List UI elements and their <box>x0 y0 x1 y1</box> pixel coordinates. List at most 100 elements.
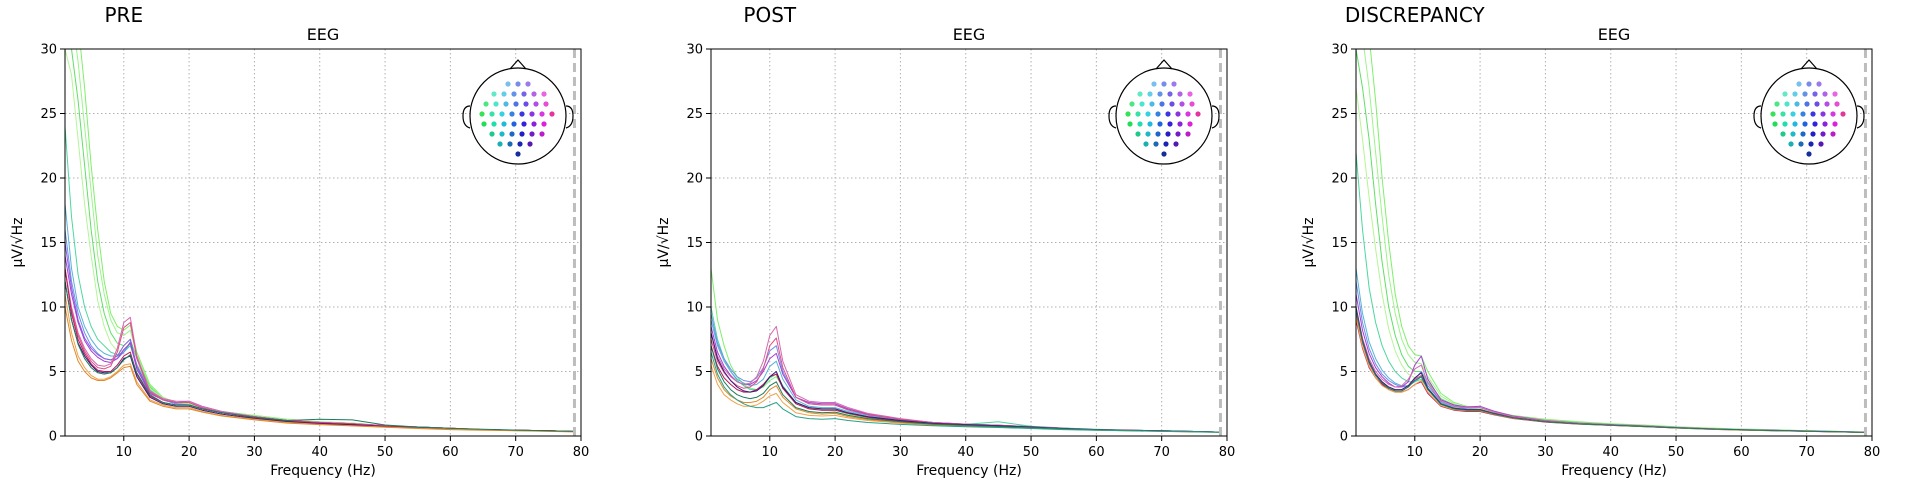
sensor-dot <box>1137 91 1143 97</box>
y-tick-label: 30 <box>40 43 57 58</box>
series-line <box>1369 49 1866 433</box>
series-line <box>1356 313 1866 433</box>
series-group <box>711 268 1221 433</box>
sensor-dot <box>1177 91 1183 97</box>
series-line <box>1356 319 1866 433</box>
sensor-dot <box>497 141 503 147</box>
sensor-dot <box>1167 91 1173 97</box>
sensor-dot <box>515 81 521 87</box>
sensor-dot <box>1792 121 1798 127</box>
x-tick-label: 30 <box>1537 445 1554 460</box>
sensor-dot <box>1790 111 1796 117</box>
y-tick-label: 15 <box>686 236 703 251</box>
sensor-dot <box>489 111 495 117</box>
sensor-dot <box>1814 101 1820 107</box>
series-line <box>1356 309 1866 433</box>
x-axis-label: Frequency (Hz) <box>270 463 376 479</box>
series-group <box>1356 49 1866 433</box>
x-tick-label: 60 <box>1733 445 1750 460</box>
sensor-dot <box>1127 121 1133 127</box>
head-ear-right <box>1211 105 1220 129</box>
head-nose <box>509 59 527 70</box>
sensor-dot <box>543 101 549 107</box>
panel-title: PRE <box>104 3 143 27</box>
sensor-dot <box>1161 81 1167 87</box>
sensor-dot <box>1782 91 1788 97</box>
sensor-dot <box>527 141 533 147</box>
sensor-dot <box>1796 81 1802 87</box>
sensor-dot <box>1834 101 1840 107</box>
sensor-dot <box>1780 131 1786 137</box>
sensor-dot <box>549 111 555 117</box>
panel-title: POST <box>743 3 796 27</box>
x-tick-label: 70 <box>507 445 524 460</box>
sensor-dot <box>1794 101 1800 107</box>
sensor-dot <box>1800 131 1806 137</box>
sensor-dot <box>1804 101 1810 107</box>
x-tick-label: 40 <box>1602 445 1619 460</box>
sensor-dot <box>499 111 505 117</box>
sensor-dot <box>1169 101 1175 107</box>
sensor-dot <box>1155 131 1161 137</box>
series-line <box>75 49 575 432</box>
sensor-dot <box>1822 121 1828 127</box>
y-axis-label: µV/√Hz <box>656 218 672 268</box>
sensor-dot <box>1137 121 1143 127</box>
sensor-dot <box>503 101 509 107</box>
y-tick-label: 15 <box>1331 236 1348 251</box>
sensor-dot <box>1161 151 1167 157</box>
sensor-dot <box>1830 111 1836 117</box>
y-tick-label: 30 <box>1331 43 1348 58</box>
sensor-dot <box>1157 121 1163 127</box>
x-tick-label: 10 <box>1407 445 1424 460</box>
y-tick-label: 5 <box>49 365 57 380</box>
x-tick-label: 20 <box>181 445 198 460</box>
sensor-dot <box>533 101 539 107</box>
sensor-dot <box>1820 111 1826 117</box>
sensor-dot <box>513 101 519 107</box>
y-tick-label: 30 <box>686 43 703 58</box>
x-tick-label: 30 <box>892 445 909 460</box>
sensor-dot <box>1185 131 1191 137</box>
y-tick-label: 20 <box>1331 172 1348 187</box>
sensor-dot <box>511 121 517 127</box>
x-tick-label: 80 <box>1864 445 1881 460</box>
sensor-dot <box>1167 121 1173 127</box>
sensor-dot <box>539 131 545 137</box>
sensor-dot <box>509 131 515 137</box>
sensor-dot <box>1790 131 1796 137</box>
axes-title: EEG <box>307 25 340 44</box>
sensor-dot <box>517 141 523 147</box>
y-tick-label: 20 <box>686 172 703 187</box>
sensor-dot <box>1165 111 1171 117</box>
sensor-dot <box>1806 81 1812 87</box>
sensor-dot <box>507 141 513 147</box>
sensor-dot <box>525 81 531 87</box>
sensor-dot <box>1155 111 1161 117</box>
sensor-dot <box>1145 131 1151 137</box>
panel-post: POST EEG 10 20 30 40 50 60 70 80 0 5 10 15 20 25 30 Frequ… <box>656 3 1235 479</box>
sensor-dot <box>1812 121 1818 127</box>
sensor-dot <box>1774 101 1780 107</box>
sensor-dot <box>529 131 535 137</box>
sensor-dot <box>1810 111 1816 117</box>
sensor-dot <box>1840 111 1846 117</box>
x-tick-label: 60 <box>442 445 459 460</box>
y-tick-label: 5 <box>1340 365 1348 380</box>
y-tick-label: 25 <box>686 107 703 122</box>
sensor-dot <box>1788 141 1794 147</box>
sensor-dot <box>1770 111 1776 117</box>
y-tick-label: 0 <box>49 430 57 445</box>
sensor-dot <box>491 121 497 127</box>
series-line <box>711 345 1221 433</box>
series-line <box>711 351 1221 433</box>
sensor-map-legend <box>462 59 574 165</box>
series-group <box>65 49 575 433</box>
x-tick-label: 50 <box>1668 445 1685 460</box>
x-tick-label: 10 <box>116 445 133 460</box>
sensor-dot <box>1806 151 1812 157</box>
sensor-dot <box>1165 131 1171 137</box>
x-tick-label: 80 <box>1219 445 1236 460</box>
head-ear-right <box>1856 105 1865 129</box>
